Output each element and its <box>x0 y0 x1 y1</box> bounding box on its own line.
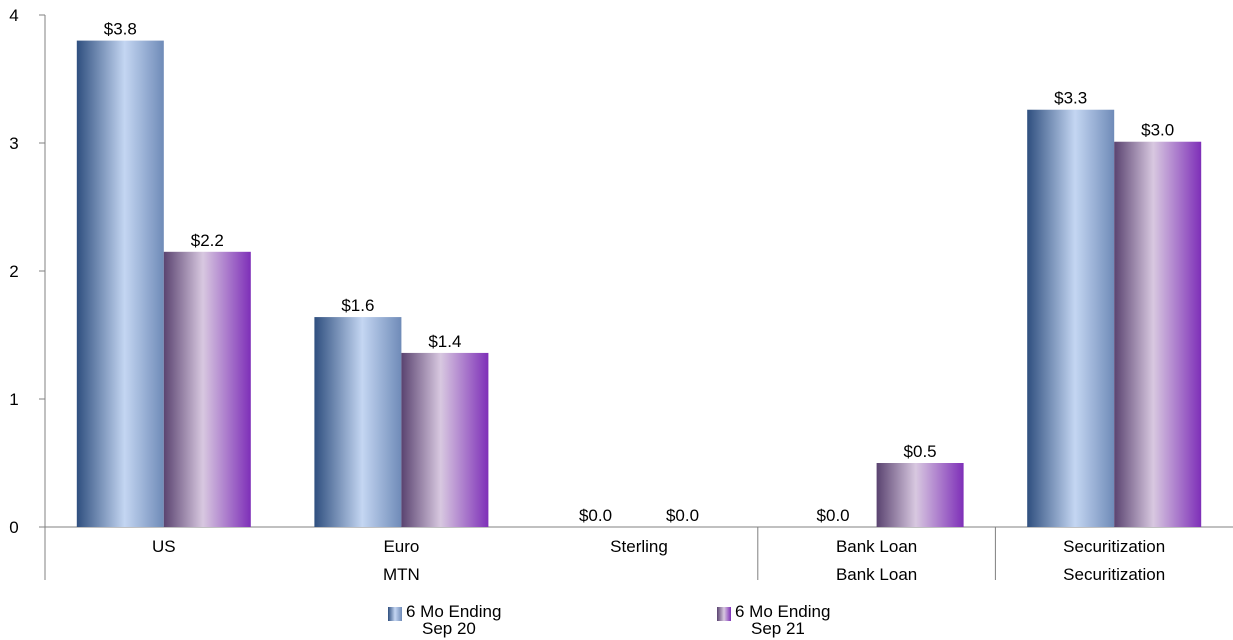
bar-series-1 <box>76 40 164 527</box>
bar-data-label: $0.0 <box>817 506 850 525</box>
bar-data-label: $1.4 <box>428 332 461 351</box>
bar-series-2 <box>876 463 964 527</box>
y-tick-label: 0 <box>9 518 18 537</box>
bar-data-label: $3.8 <box>104 20 137 39</box>
bar-series-1 <box>1027 109 1115 527</box>
legend-swatch-series-1 <box>388 607 402 621</box>
legend-label-series-1-line2: Sep 20 <box>422 619 476 638</box>
bar-data-label: $1.6 <box>341 296 374 315</box>
bar-data-label: $0.0 <box>666 506 699 525</box>
legend-swatch-series-2 <box>717 607 731 621</box>
x-group-label: Securitization <box>1063 565 1165 584</box>
bar-data-label: $3.3 <box>1054 89 1087 108</box>
legend-label-series-1-line1: 6 Mo Ending <box>406 602 502 621</box>
bar-data-label: $0.5 <box>904 442 937 461</box>
bar-data-label: $2.2 <box>191 231 224 250</box>
x-category-label: Bank Loan <box>836 537 917 556</box>
legend-item-series-2: 6 Mo Ending Sep 21 <box>717 603 830 637</box>
x-group-label: MTN <box>383 565 420 584</box>
legend-label-series-2-line2: Sep 21 <box>751 619 805 638</box>
legend-item-series-1: 6 Mo Ending Sep 20 <box>388 603 501 637</box>
x-group-label: Bank Loan <box>836 565 917 584</box>
x-category-label: Euro <box>383 537 419 556</box>
bar-series-1 <box>314 317 402 527</box>
y-tick-label: 1 <box>9 390 18 409</box>
y-tick-label: 4 <box>9 6 18 25</box>
x-category-label: Sterling <box>610 537 668 556</box>
y-tick-label: 2 <box>9 262 18 281</box>
bar-data-label: $0.0 <box>579 506 612 525</box>
bar-data-label: $3.0 <box>1141 121 1174 140</box>
bar-series-2 <box>1114 141 1202 527</box>
legend-label-series-2-line1: 6 Mo Ending <box>735 602 831 621</box>
bar-series-2 <box>163 251 251 528</box>
x-category-label: Securitization <box>1063 537 1165 556</box>
legend: 6 Mo Ending Sep 20 6 Mo Ending Sep 21 <box>0 603 1233 640</box>
chart: 0 1 2 3 4 US Euro Sterling Bank Loan Securitizati… <box>9 6 1233 584</box>
x-category-label: US <box>152 537 176 556</box>
y-tick-label: 3 <box>9 134 18 153</box>
bar-series-2 <box>401 352 489 527</box>
